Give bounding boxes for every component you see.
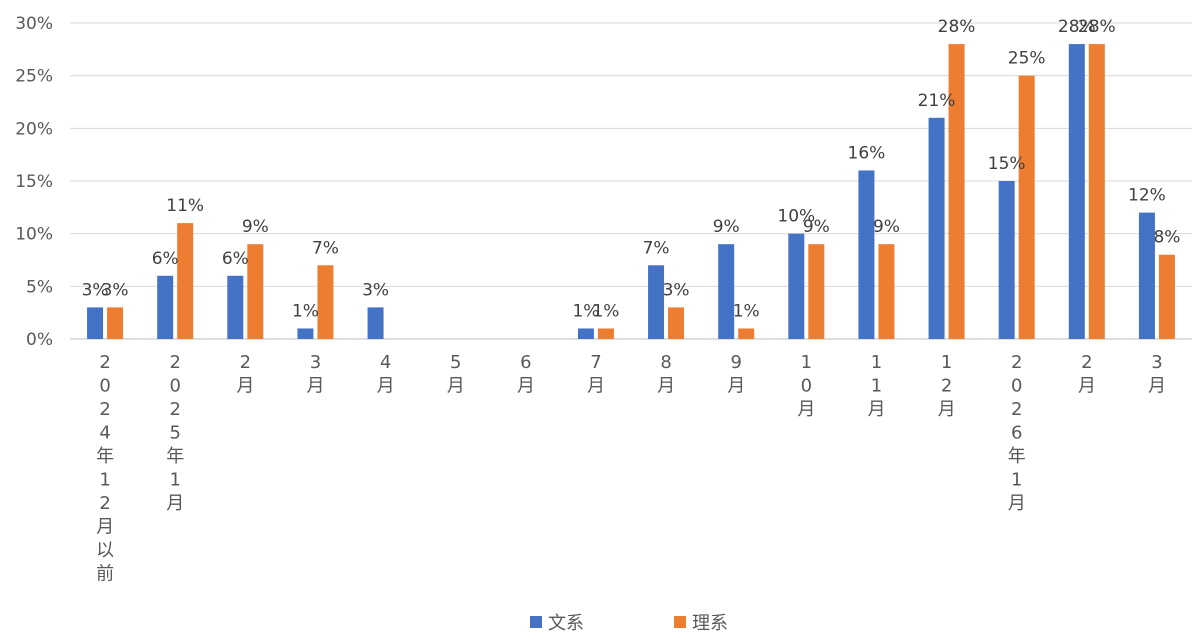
data-label: 11% — [166, 196, 204, 216]
bar-rikei — [808, 244, 825, 339]
bar-bunkei — [577, 328, 594, 339]
bar-bunkei — [928, 117, 945, 339]
y-tick-label: 15% — [15, 172, 53, 192]
bar-rikei — [668, 307, 685, 339]
bar-rikei — [317, 265, 334, 339]
data-label: 8% — [1153, 228, 1180, 248]
bar-rikei — [247, 244, 264, 339]
bar-bunkei — [648, 265, 665, 339]
y-tick-label: 30% — [15, 14, 53, 34]
bar-rikei — [107, 307, 124, 339]
y-axis: 0% 5% 10% 15% 20% 25% 30% — [15, 14, 53, 350]
data-label: 6% — [222, 249, 249, 269]
data-label: 9% — [803, 217, 830, 237]
data-labels: 3%6% 6%1%3%1%7%9%10%16%21%15%28%12%3%11%9… — [82, 17, 1181, 321]
legend-item-bunkei: 文系 — [530, 609, 584, 635]
x-category-label: 2 0 2 4 年 1 2 月以前 — [96, 352, 114, 585]
data-label: 1% — [292, 301, 319, 321]
bar-bunkei — [858, 170, 875, 339]
data-label: 28% — [938, 17, 976, 37]
data-label: 1% — [592, 301, 619, 321]
bar-rikei — [948, 44, 965, 340]
data-label: 3% — [102, 280, 129, 300]
data-label: 12% — [1128, 186, 1166, 206]
legend-item-rikei: 理系 — [674, 609, 728, 635]
data-label: 28% — [1058, 17, 1096, 37]
data-label: 3% — [82, 280, 109, 300]
data-label: 9% — [713, 217, 740, 237]
bar-rikei — [1088, 44, 1105, 340]
data-label: 16% — [848, 143, 886, 163]
bar-bunkei — [157, 275, 174, 339]
bar-bunkei — [367, 307, 384, 339]
legend-label-bunkei: 文系 — [548, 613, 584, 634]
bars — [87, 44, 1175, 340]
data-label: 3% — [362, 280, 389, 300]
x-axis: 2 0 2 4 年 1 2 月以前 2 0 2 5 年 1 月 2 月 3 月 4 月 5 月 6 月 7 月 8 月 9 月 1 0 月 1 1 月 1… — [96, 352, 1166, 585]
data-label: 28% — [1078, 17, 1116, 37]
data-label: 7% — [312, 238, 339, 258]
legend: 文系 理系 — [530, 609, 728, 635]
data-label: 7% — [643, 238, 670, 258]
data-label: 9% — [242, 217, 269, 237]
data-label: 21% — [918, 91, 956, 111]
y-tick-label: 10% — [15, 225, 53, 245]
bar-bunkei — [297, 328, 314, 339]
bar-rikei — [1018, 75, 1035, 340]
legend-swatch-bunkei — [530, 616, 542, 628]
bar-rikei — [738, 328, 755, 339]
bar-bunkei — [1138, 212, 1155, 339]
y-tick-label: 5% — [26, 277, 53, 297]
y-tick-label: 0% — [26, 330, 53, 350]
data-label: 1% — [733, 301, 760, 321]
data-label: 15% — [988, 154, 1026, 174]
bar-bunkei — [998, 181, 1015, 339]
data-label: 1% — [572, 301, 599, 321]
legend-label-rikei: 理系 — [692, 613, 728, 634]
data-label: 9% — [873, 217, 900, 237]
bar-rikei — [1158, 254, 1175, 339]
bar-bunkei — [718, 244, 735, 339]
data-label: 3% — [663, 280, 690, 300]
bar-bunkei — [227, 275, 244, 339]
data-label: 6% — [152, 249, 179, 269]
bar-rikei — [597, 328, 614, 339]
bar-rikei — [878, 244, 895, 339]
data-label: 25% — [1008, 49, 1046, 69]
y-tick-label: 20% — [15, 119, 53, 139]
bar-rikei — [177, 223, 194, 339]
bar-bunkei — [1068, 44, 1085, 340]
y-tick-label: 25% — [15, 67, 53, 87]
legend-swatch-rikei — [674, 616, 686, 628]
bar-bunkei — [87, 307, 104, 339]
data-label: 10% — [777, 207, 815, 227]
bar-bunkei — [788, 233, 805, 339]
